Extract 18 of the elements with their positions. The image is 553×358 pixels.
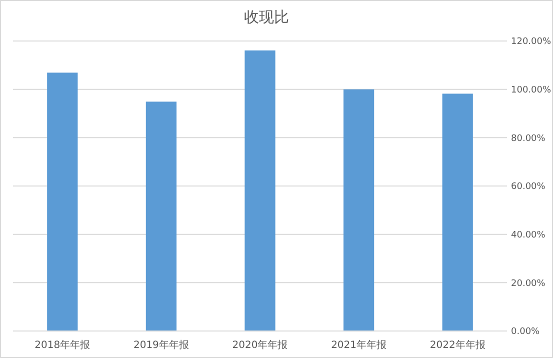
y-tick-label: 0.00% [511, 327, 540, 338]
x-tick-label: 2018年年报 [34, 339, 90, 351]
x-tick-label: 2021年年报 [331, 339, 387, 351]
chart-title: 收现比 [244, 8, 289, 26]
y-tick-label: 40.00% [511, 230, 546, 240]
bar [146, 102, 177, 331]
y-tick-label: 120.00% [511, 37, 552, 48]
y-tick-label: 20.00% [511, 278, 546, 289]
x-tick-label: 2022年年报 [430, 339, 486, 351]
bar [343, 89, 374, 331]
y-tick-label: 60.00% [511, 182, 546, 192]
bar [47, 72, 78, 331]
y-tick-label: 80.00% [511, 134, 546, 144]
x-tick-label: 2020年年报 [232, 339, 288, 351]
y-tick-label: 100.00% [511, 85, 552, 96]
bar [244, 50, 276, 331]
bar [442, 94, 473, 331]
x-tick-label: 2019年年报 [133, 339, 189, 351]
